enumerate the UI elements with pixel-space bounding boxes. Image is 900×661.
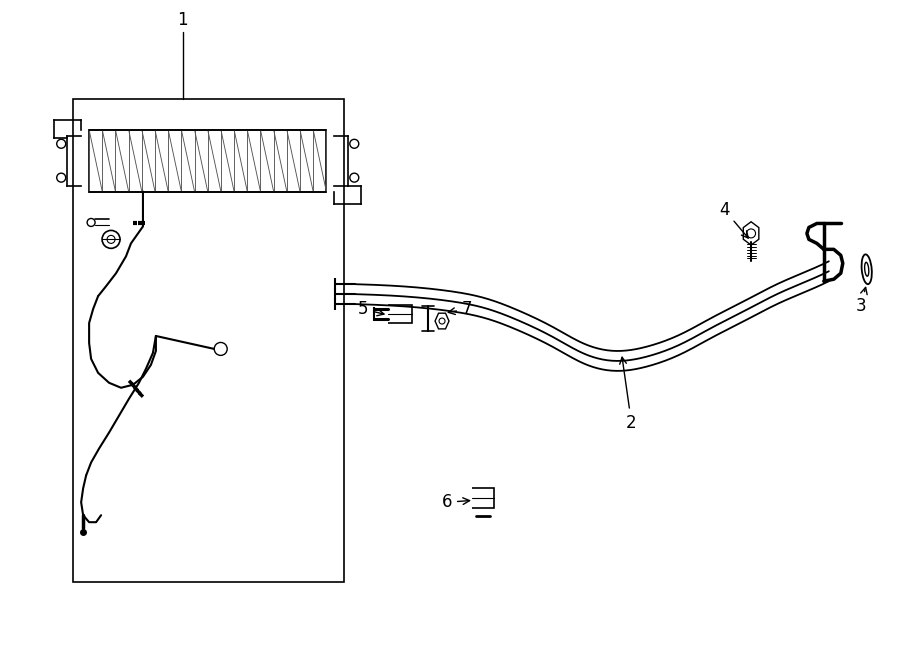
Circle shape [747,229,756,238]
Circle shape [107,235,115,243]
Circle shape [57,139,66,148]
Text: 3: 3 [855,288,868,315]
Text: 7: 7 [448,300,472,318]
Bar [89,130,327,192]
Text: 6: 6 [442,493,470,511]
Circle shape [87,219,95,227]
Circle shape [350,173,359,182]
Circle shape [214,342,227,356]
Circle shape [57,173,66,182]
Circle shape [439,318,445,324]
Text: 5: 5 [358,300,384,318]
Text: 4: 4 [719,200,748,238]
Bar [73,99,345,582]
Circle shape [350,139,359,148]
Text: 2: 2 [620,357,637,432]
Circle shape [102,231,120,249]
Ellipse shape [865,262,868,276]
Text: 1: 1 [177,11,188,29]
Ellipse shape [861,254,872,284]
